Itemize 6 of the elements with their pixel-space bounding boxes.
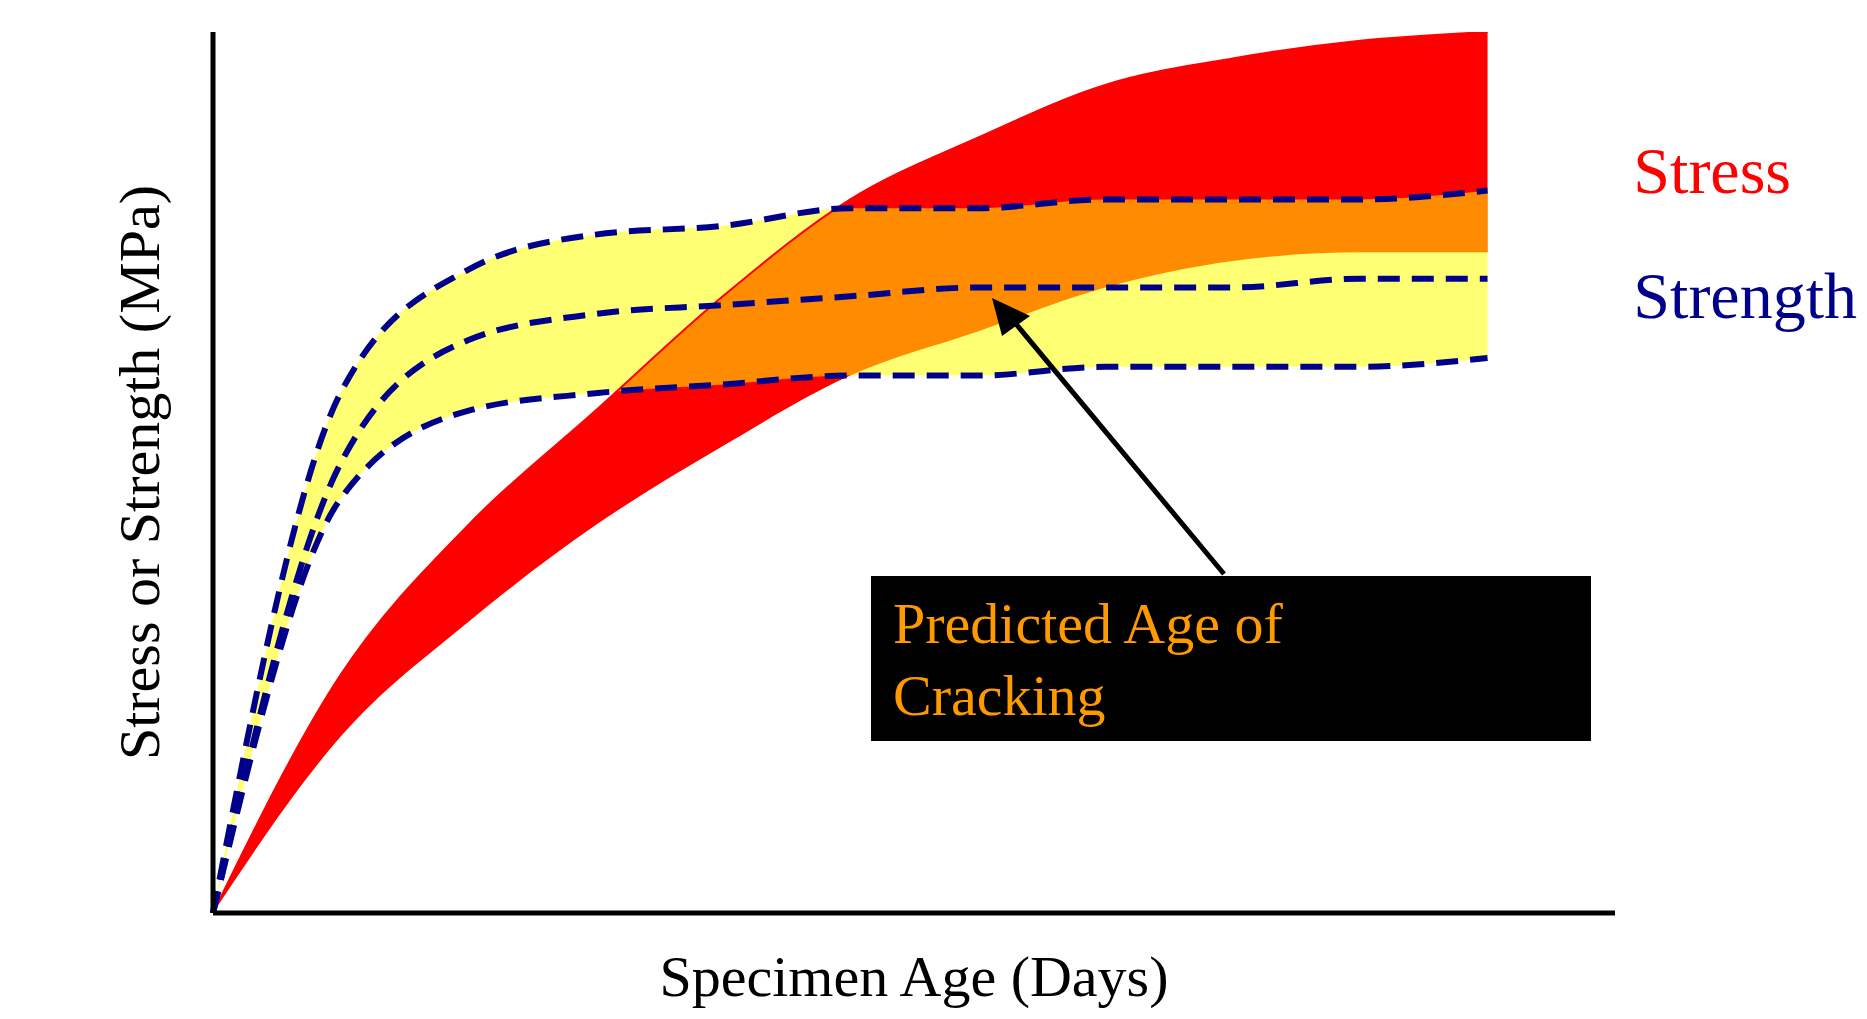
text: Stress <box>1633 133 1793 209</box>
label-box: Predicted Age of Cracking <box>871 576 1591 741</box>
annotation: Predicted Age of Cracking <box>893 590 1284 730</box>
text: Strength <box>1633 258 1857 334</box>
x-axis-title: Specimen Age (Days) <box>659 944 1169 1009</box>
y-axis-title: Stress or Strength (MPa) <box>106 184 172 761</box>
